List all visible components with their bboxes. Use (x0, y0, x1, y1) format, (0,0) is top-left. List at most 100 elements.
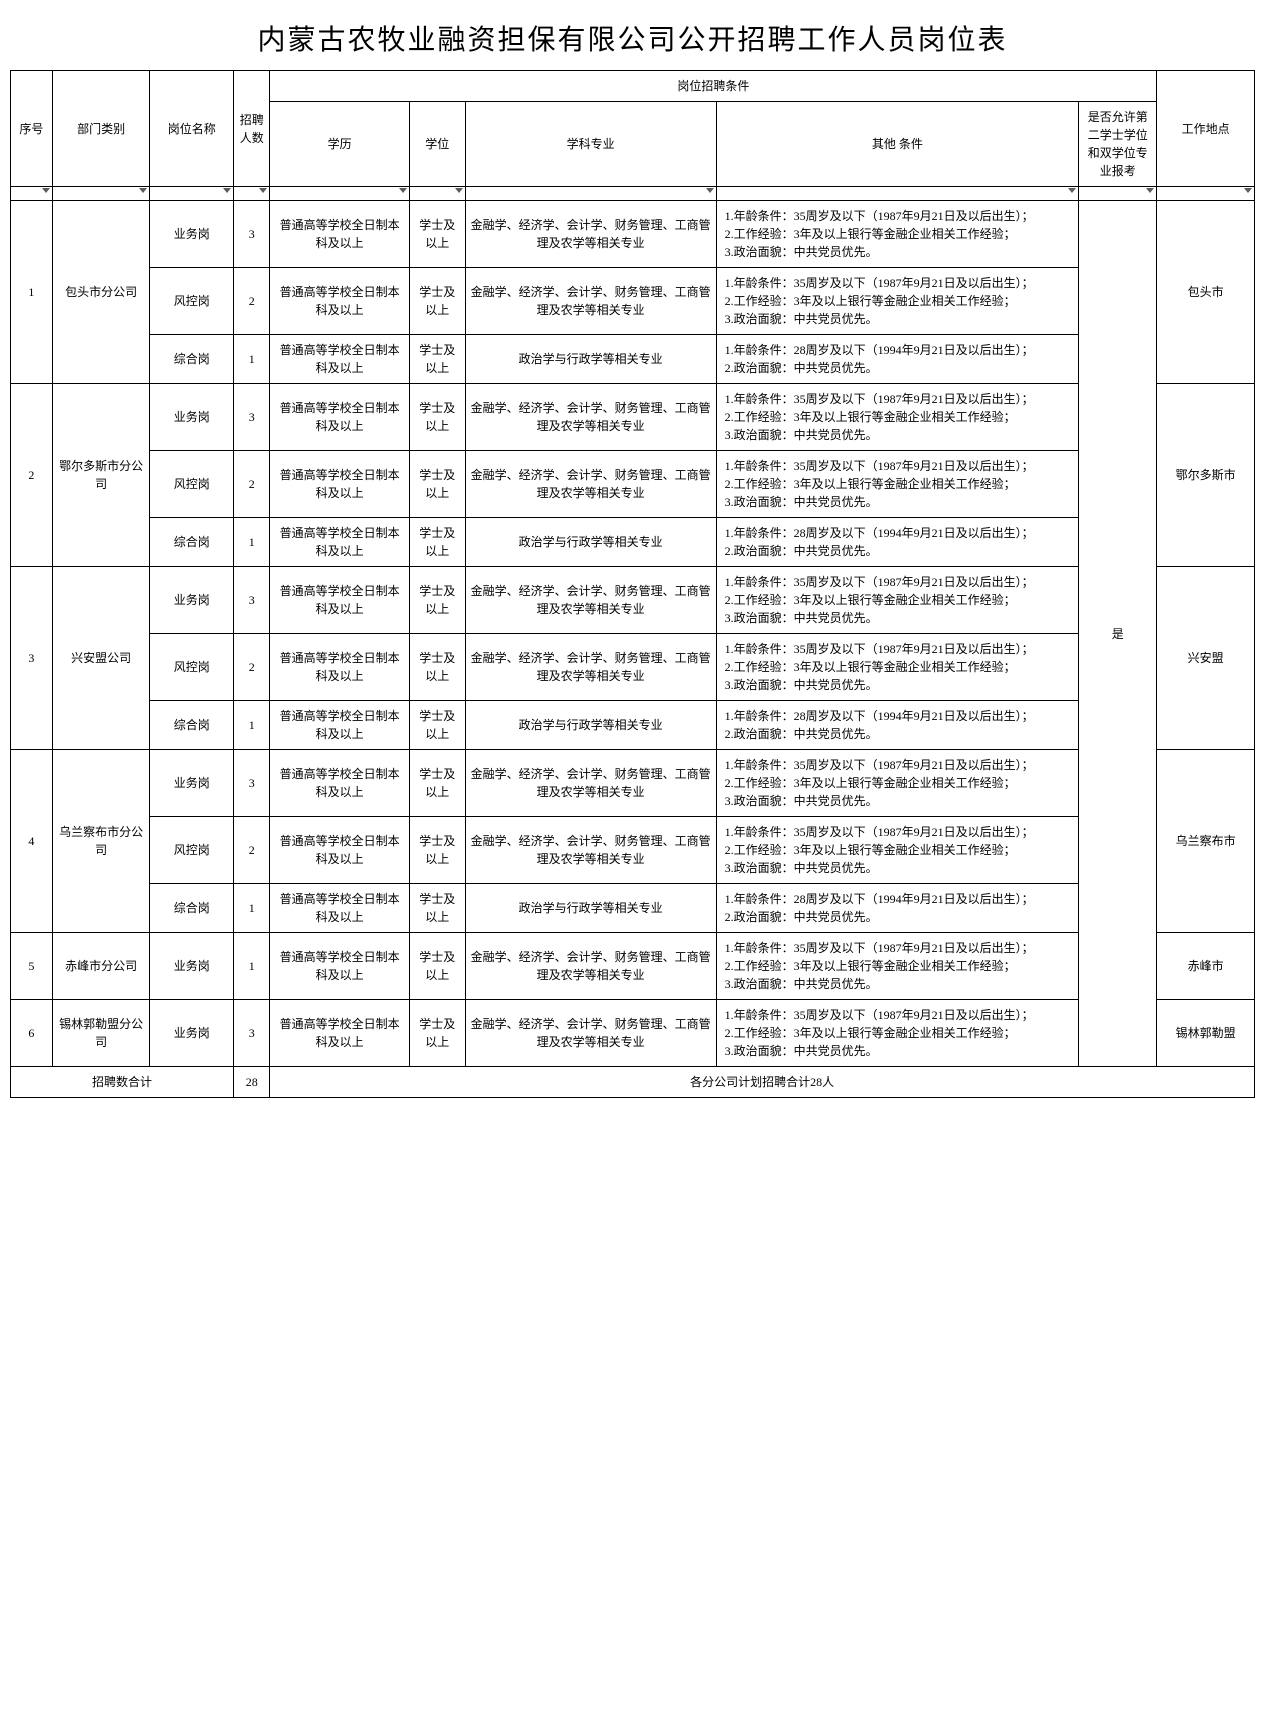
table-row: 5赤峰市分公司业务岗1普通高等学校全日制本科及以上学士及以上金融学、经济学、会计… (11, 933, 1255, 1000)
table-row: 6锡林郭勒盟分公司业务岗3普通高等学校全日制本科及以上学士及以上金融学、经济学、… (11, 1000, 1255, 1067)
cell-dept: 兴安盟公司 (52, 567, 150, 750)
cell-other: 1.年龄条件：35周岁及以下（1987年9月21日及以后出生）； 2.工作经验：… (716, 384, 1079, 451)
filter-icon[interactable] (706, 188, 714, 193)
cell-num: 2 (234, 817, 270, 884)
cell-major: 金融学、经济学、会计学、财务管理、工商管理及农学等相关专业 (465, 268, 716, 335)
cell-post: 风控岗 (150, 268, 234, 335)
cell-post: 业务岗 (150, 750, 234, 817)
filter-icon[interactable] (399, 188, 407, 193)
cell-degree: 学士及以上 (409, 701, 465, 750)
cell-degree: 学士及以上 (409, 268, 465, 335)
th-degree: 学位 (409, 102, 465, 187)
cell-other: 1.年龄条件：35周岁及以下（1987年9月21日及以后出生）； 2.工作经验：… (716, 1000, 1079, 1067)
cell-degree: 学士及以上 (409, 634, 465, 701)
cell-degree: 学士及以上 (409, 384, 465, 451)
footer-total: 28 (234, 1067, 270, 1098)
table-row: 综合岗1普通高等学校全日制本科及以上学士及以上政治学与行政学等相关专业1.年龄条… (11, 335, 1255, 384)
cell-degree: 学士及以上 (409, 884, 465, 933)
cell-loc: 乌兰察布市 (1157, 750, 1255, 933)
cell-loc: 兴安盟 (1157, 567, 1255, 750)
cell-major: 金融学、经济学、会计学、财务管理、工商管理及农学等相关专业 (465, 201, 716, 268)
filter-icon[interactable] (1146, 188, 1154, 193)
cell-post: 风控岗 (150, 817, 234, 884)
cell-other: 1.年龄条件：28周岁及以下（1994年9月21日及以后出生）； 2.政治面貌：… (716, 335, 1079, 384)
cell-major: 金融学、经济学、会计学、财务管理、工商管理及农学等相关专业 (465, 567, 716, 634)
cell-post: 综合岗 (150, 701, 234, 750)
cell-seq: 6 (11, 1000, 53, 1067)
filter-icon[interactable] (455, 188, 463, 193)
cell-major: 政治学与行政学等相关专业 (465, 701, 716, 750)
cell-edu: 普通高等学校全日制本科及以上 (270, 933, 409, 1000)
cell-major: 政治学与行政学等相关专业 (465, 335, 716, 384)
cell-edu: 普通高等学校全日制本科及以上 (270, 268, 409, 335)
cell-degree: 学士及以上 (409, 1000, 465, 1067)
cell-major: 金融学、经济学、会计学、财务管理、工商管理及农学等相关专业 (465, 384, 716, 451)
th-other: 其他 条件 (716, 102, 1079, 187)
footer-note: 各分公司计划招聘合计28人 (270, 1067, 1255, 1098)
footer-label: 招聘数合计 (11, 1067, 234, 1098)
cell-degree: 学士及以上 (409, 817, 465, 884)
cell-loc: 鄂尔多斯市 (1157, 384, 1255, 567)
cell-degree: 学士及以上 (409, 201, 465, 268)
cell-other: 1.年龄条件：35周岁及以下（1987年9月21日及以后出生）； 2.工作经验：… (716, 451, 1079, 518)
table-row: 4乌兰察布市分公司业务岗3普通高等学校全日制本科及以上学士及以上金融学、经济学、… (11, 750, 1255, 817)
cell-major: 金融学、经济学、会计学、财务管理、工商管理及农学等相关专业 (465, 933, 716, 1000)
filter-icon[interactable] (1068, 188, 1076, 193)
cell-num: 3 (234, 750, 270, 817)
cell-edu: 普通高等学校全日制本科及以上 (270, 701, 409, 750)
filter-icon[interactable] (139, 188, 147, 193)
table-row: 风控岗2普通高等学校全日制本科及以上学士及以上金融学、经济学、会计学、财务管理、… (11, 817, 1255, 884)
table-row: 3兴安盟公司业务岗3普通高等学校全日制本科及以上学士及以上金融学、经济学、会计学… (11, 567, 1255, 634)
cell-other: 1.年龄条件：35周岁及以下（1987年9月21日及以后出生）； 2.工作经验：… (716, 933, 1079, 1000)
cell-dept: 乌兰察布市分公司 (52, 750, 150, 933)
cell-loc: 赤峰市 (1157, 933, 1255, 1000)
cell-num: 1 (234, 884, 270, 933)
cell-num: 1 (234, 335, 270, 384)
cell-major: 政治学与行政学等相关专业 (465, 884, 716, 933)
cell-edu: 普通高等学校全日制本科及以上 (270, 518, 409, 567)
cell-edu: 普通高等学校全日制本科及以上 (270, 335, 409, 384)
cell-num: 1 (234, 933, 270, 1000)
table-row: 风控岗2普通高等学校全日制本科及以上学士及以上金融学、经济学、会计学、财务管理、… (11, 634, 1255, 701)
cell-edu: 普通高等学校全日制本科及以上 (270, 451, 409, 518)
cell-other: 1.年龄条件：35周岁及以下（1987年9月21日及以后出生）； 2.工作经验：… (716, 634, 1079, 701)
filter-icon[interactable] (42, 188, 50, 193)
cell-other: 1.年龄条件：28周岁及以下（1994年9月21日及以后出生）； 2.政治面貌：… (716, 701, 1079, 750)
cell-post: 综合岗 (150, 335, 234, 384)
cell-degree: 学士及以上 (409, 933, 465, 1000)
filter-icon[interactable] (223, 188, 231, 193)
cell-dept: 鄂尔多斯市分公司 (52, 384, 150, 567)
table-row: 风控岗2普通高等学校全日制本科及以上学士及以上金融学、经济学、会计学、财务管理、… (11, 451, 1255, 518)
table-row: 综合岗1普通高等学校全日制本科及以上学士及以上政治学与行政学等相关专业1.年龄条… (11, 518, 1255, 567)
cell-edu: 普通高等学校全日制本科及以上 (270, 384, 409, 451)
cell-num: 3 (234, 567, 270, 634)
cell-other: 1.年龄条件：35周岁及以下（1987年9月21日及以后出生）； 2.工作经验：… (716, 567, 1079, 634)
th-cond-group: 岗位招聘条件 (270, 71, 1157, 102)
filter-row (11, 187, 1255, 201)
cell-other: 1.年龄条件：35周岁及以下（1987年9月21日及以后出生）； 2.工作经验：… (716, 201, 1079, 268)
positions-table: 序号 部门类别 岗位名称 招聘人数 岗位招聘条件 工作地点 学历 学位 学科专业… (10, 70, 1255, 1098)
filter-icon[interactable] (259, 188, 267, 193)
th-post: 岗位名称 (150, 71, 234, 187)
cell-other: 1.年龄条件：35周岁及以下（1987年9月21日及以后出生）； 2.工作经验：… (716, 268, 1079, 335)
cell-edu: 普通高等学校全日制本科及以上 (270, 817, 409, 884)
cell-post: 风控岗 (150, 451, 234, 518)
th-loc: 工作地点 (1157, 71, 1255, 187)
th-seq: 序号 (11, 71, 53, 187)
th-edu: 学历 (270, 102, 409, 187)
th-allow: 是否允许第二学士学位和双学位专业报考 (1079, 102, 1157, 187)
cell-num: 2 (234, 451, 270, 518)
cell-major: 政治学与行政学等相关专业 (465, 518, 716, 567)
cell-loc: 锡林郭勒盟 (1157, 1000, 1255, 1067)
filter-icon[interactable] (1244, 188, 1252, 193)
cell-other: 1.年龄条件：35周岁及以下（1987年9月21日及以后出生）； 2.工作经验：… (716, 817, 1079, 884)
table-row: 综合岗1普通高等学校全日制本科及以上学士及以上政治学与行政学等相关专业1.年龄条… (11, 884, 1255, 933)
cell-degree: 学士及以上 (409, 750, 465, 817)
th-num: 招聘人数 (234, 71, 270, 187)
cell-dept: 包头市分公司 (52, 201, 150, 384)
cell-post: 风控岗 (150, 634, 234, 701)
th-dept: 部门类别 (52, 71, 150, 187)
cell-post: 业务岗 (150, 201, 234, 268)
cell-dept: 锡林郭勒盟分公司 (52, 1000, 150, 1067)
cell-post: 综合岗 (150, 518, 234, 567)
